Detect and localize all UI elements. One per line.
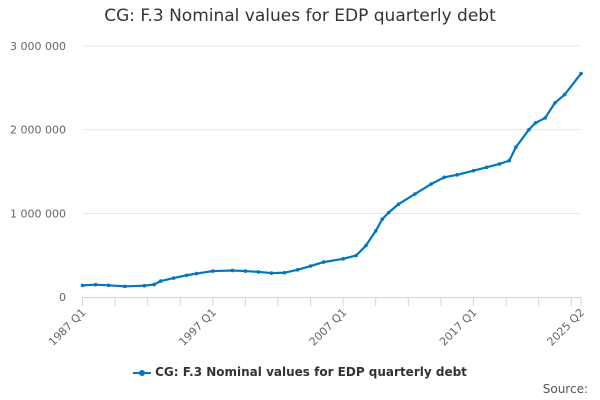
data-point [282, 270, 287, 275]
legend-item[interactable]: CG: F.3 Nominal values for EDP quarterly… [0, 365, 600, 379]
data-point [354, 253, 358, 258]
data-point [497, 162, 502, 166]
data-point [93, 282, 98, 287]
data-point [80, 283, 85, 288]
x-tick-label: 2017 Q1 [437, 306, 480, 349]
y-tick-label: 0 [59, 291, 66, 304]
legend-label: CG: F.3 Nominal values for EDP quarterly… [155, 365, 467, 379]
data-point [171, 276, 176, 280]
data-point [543, 116, 547, 120]
data-point [321, 260, 326, 264]
data-point [484, 165, 489, 170]
data-point [471, 168, 476, 173]
data-point [308, 264, 313, 268]
x-tick-label: 1987 Q1 [46, 306, 89, 349]
data-point [152, 282, 156, 287]
data-point [562, 92, 567, 97]
data-point [553, 101, 557, 105]
data-point [386, 210, 391, 215]
y-tick-label: 3 000 000 [10, 40, 66, 53]
data-point [514, 145, 518, 150]
series-line [82, 72, 582, 288]
y-tick-label: 1 000 000 [10, 207, 66, 220]
data-point [429, 182, 433, 186]
chart-title: CG: F.3 Nominal values for EDP quarterly… [104, 6, 496, 26]
data-point [123, 284, 127, 289]
data-point [413, 192, 417, 196]
data-point [380, 217, 385, 221]
data-point [364, 243, 368, 248]
data-point [341, 257, 345, 261]
x-tick-label: 2007 Q1 [307, 306, 350, 349]
data-point [256, 270, 261, 274]
data-point [507, 158, 512, 163]
x-tick-label: 2025 Q2 [545, 306, 588, 349]
data-point [269, 271, 274, 275]
data-point [106, 283, 111, 288]
data-point [142, 283, 147, 288]
data-point [527, 127, 531, 132]
data-point [579, 71, 583, 76]
data-point [158, 279, 163, 283]
data-point [455, 173, 459, 177]
data-point [194, 271, 199, 276]
x-tick-label: 1997 Q1 [176, 306, 219, 349]
data-point [373, 229, 378, 233]
data-point [184, 273, 189, 278]
y-tick-label: 2 000 000 [10, 124, 66, 137]
data-point [442, 175, 446, 180]
data-point [243, 269, 248, 273]
data-point [295, 268, 300, 272]
data-point [230, 268, 235, 273]
legend-line-marker-icon [133, 369, 152, 376]
data-point [396, 202, 401, 206]
data-point [533, 121, 538, 125]
source-label: Source: [542, 382, 588, 396]
data-point [211, 269, 215, 273]
